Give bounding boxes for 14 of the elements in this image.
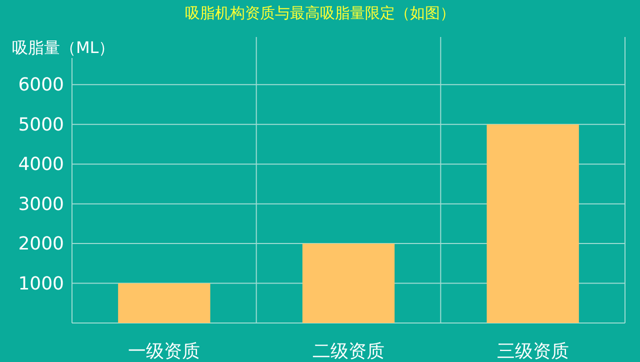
y-tick-label: 3000 xyxy=(18,194,64,215)
bar xyxy=(118,283,210,323)
y-tick-label: 1000 xyxy=(18,273,64,294)
y-axis-title: 吸脂量（ML） xyxy=(12,38,115,57)
bar xyxy=(302,244,395,323)
bar xyxy=(486,124,579,323)
chart-title: 吸脂机构资质与最高吸脂量限定（如图） xyxy=(185,4,455,22)
x-tick-label: 一级资质 xyxy=(128,341,200,362)
y-tick-label: 2000 xyxy=(18,234,64,255)
x-tick-label: 二级资质 xyxy=(312,341,384,362)
y-tick-label: 5000 xyxy=(18,114,64,136)
y-tick-label: 4000 xyxy=(18,154,64,176)
y-tick-label: 6000 xyxy=(18,74,64,96)
x-tick-label: 三级资质 xyxy=(496,341,569,362)
